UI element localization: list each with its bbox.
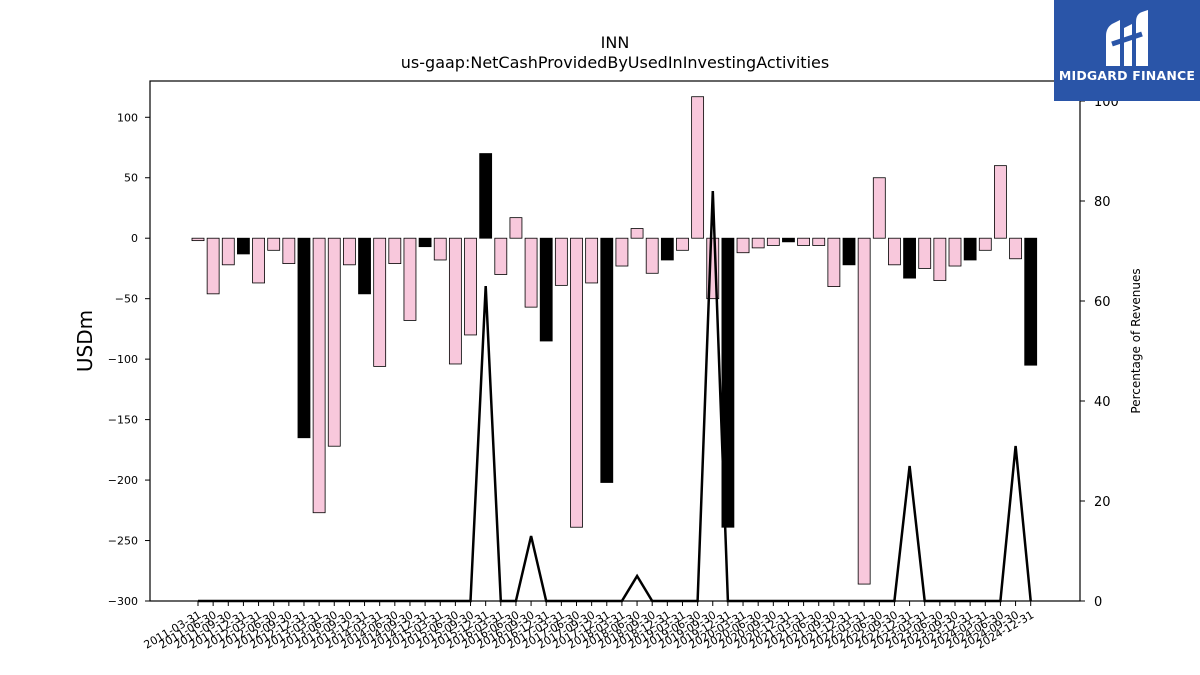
bar (206, 237, 220, 295)
bar (948, 237, 962, 267)
chart-subtitle: us-gaap:NetCashProvidedByUsedInInvesting… (401, 53, 829, 72)
bar (267, 237, 281, 251)
bar (736, 237, 750, 254)
bar (1024, 237, 1038, 366)
bar (585, 237, 599, 284)
bar (600, 237, 614, 483)
y-tick-label: −300 (108, 595, 138, 608)
bar (676, 237, 689, 251)
bar (994, 165, 1007, 239)
brand-logo: MIDGARD FINANCE (1054, 0, 1200, 101)
y-tick-label: 100 (117, 111, 138, 124)
y-tick-label: 50 (124, 172, 138, 185)
bar (857, 237, 871, 585)
bar (691, 96, 705, 239)
bar (388, 237, 402, 265)
midgard-logo-icon (1106, 10, 1148, 66)
bar (978, 237, 992, 251)
bar (570, 237, 583, 528)
bar (554, 237, 568, 286)
bar (812, 237, 826, 246)
y2-axis-label: Percentage of Revenues (1129, 268, 1143, 413)
bar (418, 237, 432, 248)
bar (403, 237, 417, 321)
y-tick-label: −200 (108, 474, 138, 487)
bar (933, 237, 947, 281)
chart-title: INN (601, 33, 630, 52)
bar (842, 237, 856, 266)
bar (721, 237, 735, 528)
bar (615, 237, 629, 267)
bar (464, 237, 477, 336)
bar (433, 237, 447, 261)
bar (252, 237, 265, 284)
plot-frame (149, 80, 1081, 602)
bar (903, 237, 916, 279)
logo-text: MIDGARD FINANCE (1058, 68, 1196, 83)
bar (479, 153, 493, 239)
bar (827, 237, 841, 287)
y2-tick-label: 40 (1094, 395, 1111, 410)
bar (1009, 237, 1022, 260)
bar (918, 237, 932, 269)
bar (963, 237, 977, 261)
bar (782, 237, 795, 243)
y-tick-label: −250 (108, 535, 138, 548)
bar (358, 237, 371, 295)
bar (509, 217, 523, 239)
y-tick-label: 0 (131, 232, 138, 245)
y-axis-label: USDm (73, 310, 97, 372)
bar (221, 237, 235, 266)
y2-tick-label: 60 (1094, 295, 1111, 310)
bar (237, 237, 250, 255)
bar (191, 237, 205, 242)
bar (797, 237, 810, 246)
y2-tick-label: 80 (1094, 195, 1111, 210)
y-tick-label: −50 (115, 293, 138, 306)
bar (539, 237, 553, 342)
bar (312, 237, 326, 514)
bar (888, 237, 901, 266)
bar (751, 237, 765, 249)
bar (282, 237, 296, 265)
y2-tick-label: 20 (1094, 495, 1111, 510)
bar (872, 177, 886, 239)
bar (766, 237, 780, 246)
bar (342, 237, 356, 266)
bar (630, 228, 644, 239)
bar (494, 237, 508, 275)
y-tick-label: −150 (108, 414, 138, 427)
bar (373, 237, 387, 367)
bar (645, 237, 659, 274)
bar (327, 237, 341, 447)
bar (524, 237, 538, 308)
y-tick-label: −100 (108, 353, 138, 366)
bar (448, 237, 462, 365)
y2-tick-label: 0 (1094, 595, 1102, 610)
chart-marks: 100500−50−100−150−200−250−30010080604020… (108, 95, 1119, 652)
bar (297, 237, 311, 439)
bar (660, 237, 674, 261)
